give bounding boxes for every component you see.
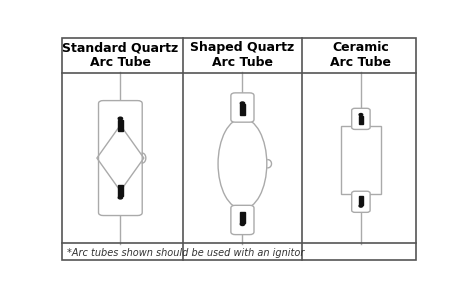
Circle shape [359, 114, 363, 116]
Text: *Arc tubes shown should be used with an ignitor: *Arc tubes shown should be used with an … [67, 248, 305, 258]
Bar [240, 212, 245, 223]
Circle shape [359, 205, 363, 207]
FancyBboxPatch shape [352, 191, 370, 212]
Circle shape [118, 117, 123, 120]
Bar [358, 196, 363, 205]
Text: Shaped Quartz
Arc Tube: Shaped Quartz Arc Tube [190, 41, 295, 69]
Circle shape [118, 196, 123, 199]
Bar [118, 185, 123, 196]
Bar [358, 116, 363, 124]
Text: Ceramic
Arc Tube: Ceramic Arc Tube [330, 41, 391, 69]
Bar [118, 120, 123, 131]
FancyBboxPatch shape [231, 205, 254, 235]
FancyBboxPatch shape [352, 108, 370, 130]
Bar [240, 104, 245, 115]
FancyBboxPatch shape [231, 93, 254, 122]
Circle shape [240, 223, 245, 225]
FancyBboxPatch shape [98, 101, 142, 216]
Ellipse shape [218, 118, 267, 209]
Circle shape [240, 102, 245, 105]
Text: Standard Quartz
Arc Tube: Standard Quartz Arc Tube [62, 41, 178, 69]
Bar [341, 126, 381, 194]
